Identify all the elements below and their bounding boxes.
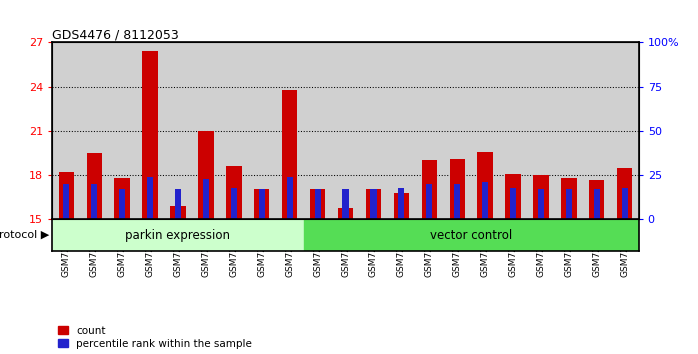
Bar <box>394 193 409 219</box>
Bar <box>52 219 304 251</box>
Bar <box>175 189 181 219</box>
Bar <box>589 180 604 219</box>
Bar <box>287 177 292 219</box>
Bar <box>136 42 164 219</box>
Bar <box>119 189 125 219</box>
Bar <box>108 42 136 219</box>
Bar <box>198 131 214 219</box>
Bar <box>170 206 186 219</box>
Bar <box>371 189 376 219</box>
Bar <box>505 174 521 219</box>
Bar <box>415 42 443 219</box>
Bar <box>611 42 639 219</box>
Text: protocol ▶: protocol ▶ <box>0 230 49 240</box>
Bar <box>555 42 583 219</box>
Bar <box>471 42 499 219</box>
Bar <box>87 153 102 219</box>
Bar <box>533 175 549 219</box>
Bar <box>52 42 80 219</box>
Bar <box>482 182 488 219</box>
Bar <box>80 42 108 219</box>
Bar <box>332 42 359 219</box>
Bar <box>527 42 555 219</box>
Bar <box>203 179 209 219</box>
Bar <box>622 188 628 219</box>
Bar <box>220 42 248 219</box>
Bar <box>276 42 304 219</box>
Text: vector control: vector control <box>430 229 512 242</box>
Bar <box>538 189 544 219</box>
Bar <box>343 189 348 219</box>
Bar <box>192 42 220 219</box>
Legend: count, percentile rank within the sample: count, percentile rank within the sample <box>57 326 252 349</box>
Bar <box>359 42 387 219</box>
Bar <box>226 166 242 219</box>
Bar <box>443 42 471 219</box>
Bar <box>315 189 320 219</box>
Bar <box>422 160 437 219</box>
Bar <box>254 188 269 219</box>
Bar <box>561 178 577 219</box>
Bar <box>248 42 276 219</box>
Bar <box>566 189 572 219</box>
Text: GDS4476 / 8112053: GDS4476 / 8112053 <box>52 28 179 41</box>
Bar <box>450 159 465 219</box>
Bar <box>304 219 639 251</box>
Bar <box>617 168 632 219</box>
Bar <box>164 42 192 219</box>
Bar <box>114 178 130 219</box>
Bar <box>387 42 415 219</box>
Bar <box>499 42 527 219</box>
Text: parkin expression: parkin expression <box>126 229 230 242</box>
Bar <box>282 90 297 219</box>
Bar <box>477 152 493 219</box>
Bar <box>231 188 237 219</box>
Bar <box>147 177 153 219</box>
Bar <box>310 188 325 219</box>
Bar <box>338 208 353 219</box>
Bar <box>594 189 600 219</box>
Bar <box>454 184 460 219</box>
Bar <box>426 184 432 219</box>
Bar <box>399 188 404 219</box>
Bar <box>142 51 158 219</box>
Bar <box>510 188 516 219</box>
Bar <box>304 42 332 219</box>
Bar <box>366 188 381 219</box>
Bar <box>583 42 611 219</box>
Bar <box>259 189 265 219</box>
Bar <box>91 184 97 219</box>
Bar <box>64 184 69 219</box>
Bar <box>59 172 74 219</box>
